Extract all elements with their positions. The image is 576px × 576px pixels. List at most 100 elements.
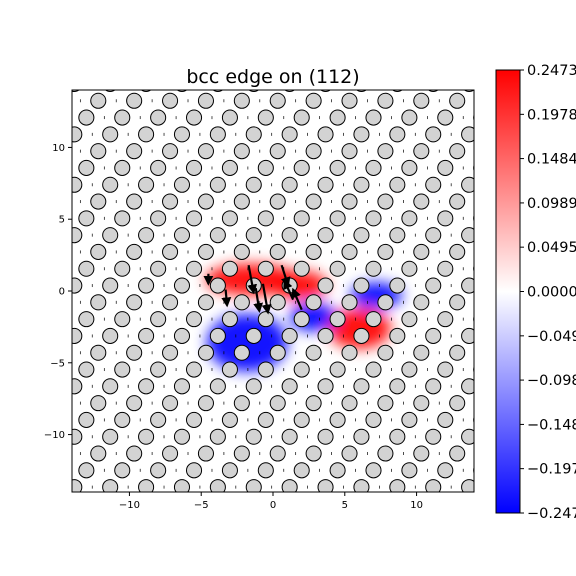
atom: [281, 227, 298, 244]
colorbar-tick-label: −0.247: [527, 506, 576, 522]
atom: [78, 210, 95, 227]
atom: [269, 395, 286, 412]
atom: [221, 411, 238, 428]
atom: [437, 411, 454, 428]
displacement-arrow: [253, 287, 264, 314]
atom: [102, 126, 119, 143]
atom: [449, 92, 466, 109]
atom: [293, 260, 310, 277]
atom-lattice: [7, 60, 474, 528]
atom: [7, 261, 22, 276]
atom: [7, 211, 22, 226]
atom: [19, 496, 34, 511]
atom: [377, 143, 394, 160]
atom: [341, 445, 358, 462]
atom: [19, 194, 34, 209]
atom: [90, 193, 107, 210]
atom: [126, 92, 143, 109]
atom: [281, 327, 298, 344]
atom: [450, 496, 465, 511]
atom: [257, 109, 274, 126]
atom: [353, 327, 370, 344]
atom: [140, 90, 152, 93]
atom: [19, 244, 34, 259]
atom: [126, 243, 143, 260]
atom: [365, 260, 382, 277]
atom: [138, 227, 155, 244]
atom: [305, 445, 322, 462]
atom: [197, 92, 214, 109]
atom: [245, 126, 262, 143]
atom: [353, 428, 370, 445]
atom: [7, 463, 22, 478]
atom: [245, 428, 262, 445]
atom: [438, 60, 453, 75]
atom: [185, 311, 203, 328]
atom: [294, 513, 309, 528]
atom: [115, 513, 130, 528]
atom: [43, 312, 58, 327]
atom: [365, 159, 382, 176]
atom: [43, 513, 58, 528]
atom: [162, 143, 179, 160]
atom: [413, 395, 430, 412]
displacement-arrow: [291, 287, 303, 311]
atom: [72, 378, 83, 395]
atom: [269, 344, 286, 361]
atom: [197, 243, 214, 260]
atom: [90, 143, 107, 160]
colorbar: [496, 70, 520, 513]
atom: [43, 160, 58, 175]
colorbar-tick-label: 0.1484: [527, 152, 576, 168]
atom: [438, 513, 453, 528]
atom: [425, 378, 442, 395]
atom: [281, 378, 298, 395]
atom: [317, 327, 334, 344]
atom: [425, 227, 442, 244]
atom: [19, 446, 34, 461]
atom: [377, 294, 394, 311]
atom: [341, 395, 358, 412]
atom: [449, 344, 466, 361]
atom: [245, 227, 262, 244]
atom: [31, 177, 46, 192]
atom: [293, 462, 310, 479]
atom: [365, 109, 382, 126]
y-tick-label: 10: [52, 143, 65, 154]
atom: [173, 176, 191, 193]
atom: [377, 344, 394, 361]
atom: [305, 92, 322, 109]
atom: [115, 60, 130, 75]
atom: [425, 277, 442, 294]
atom: [305, 193, 322, 210]
atom: [437, 210, 454, 227]
atom: [269, 193, 286, 210]
atom: [463, 90, 474, 93]
atom: [31, 228, 46, 243]
atom: [473, 214, 474, 222]
atom: [173, 277, 191, 294]
atom: [7, 312, 22, 327]
atom: [306, 496, 321, 511]
atom: [72, 327, 83, 344]
atom: [31, 278, 46, 293]
atom: [377, 395, 394, 412]
atom: [437, 109, 454, 126]
atom: [209, 126, 226, 143]
atom: [78, 260, 95, 277]
atom: [269, 92, 286, 109]
atom: [329, 210, 346, 227]
atom: [7, 60, 22, 75]
atom: [233, 193, 250, 210]
atom: [209, 176, 226, 193]
colorbar-ticks: 0.2473 0.1978 0.1484 0.0989 0.0495 0.0000 −0.0…: [520, 63, 576, 522]
atom: [353, 277, 370, 294]
atom: [449, 143, 466, 160]
atom: [55, 496, 70, 511]
atom: [209, 378, 226, 395]
atom: [413, 92, 430, 109]
atom: [473, 365, 474, 374]
atom: [473, 164, 474, 172]
atom: [197, 445, 214, 462]
atom: [126, 193, 143, 210]
